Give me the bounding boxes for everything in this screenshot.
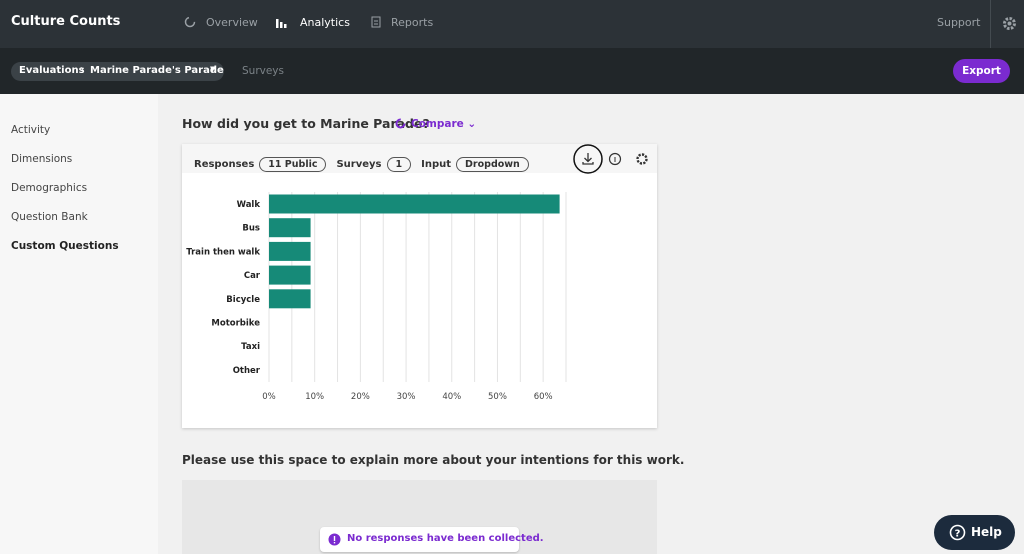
settings-icon[interactable]	[1002, 16, 1017, 31]
sidebar-item[interactable]: Question Bank	[11, 211, 88, 223]
tab-surveys[interactable]: Surveys	[242, 65, 284, 77]
compare-icon	[395, 118, 406, 129]
sidebar	[0, 94, 158, 554]
analytics-icon	[276, 19, 287, 28]
bar	[269, 241, 311, 261]
sidebar-item[interactable]: Custom Questions	[11, 240, 119, 252]
x-tick-label: 30%	[397, 392, 416, 402]
compare-button[interactable]: Compare ⌄	[411, 118, 477, 130]
filter-value[interactable]: 1	[386, 157, 412, 172]
y-tick-label: Bicycle	[226, 295, 260, 305]
svg-text:?: ?	[955, 529, 961, 540]
y-tick-label: Motorbike	[211, 319, 260, 329]
chart: 0% 10% 20% 30% 40% 50% 60% Walk Bus Train then wa…	[186, 192, 567, 402]
bar	[269, 218, 311, 238]
x-tick-label: 50%	[488, 392, 507, 402]
nav-analytics[interactable]: Analytics	[300, 16, 350, 29]
x-tick-label: 10%	[305, 392, 324, 402]
filters: Responses 11 Public Surveys 1 Input Dropdown	[194, 152, 539, 172]
y-tick-label: Other	[233, 366, 261, 376]
sub-bar: Evaluations › Marine Parade's Parade ▼ S…	[0, 48, 1024, 94]
help-label[interactable]: Help	[971, 525, 1002, 539]
notice-icon	[328, 533, 341, 546]
settings-icon[interactable]	[636, 153, 648, 165]
chart-card: Responses 11 Public Surveys 1 Input Dropdown …	[182, 144, 657, 428]
bar	[269, 289, 311, 309]
filter-label: Input	[421, 159, 452, 170]
dropdown-caret: ▼	[210, 65, 216, 73]
x-tick-label: 60%	[534, 392, 553, 402]
breadcrumb[interactable]: Evaluations › Marine Parade's Parade ▼	[11, 62, 224, 81]
brand[interactable]: Culture Counts	[11, 14, 121, 29]
download-highlight	[573, 144, 603, 174]
top-bar: Culture Counts Overview Analytics Report…	[0, 0, 1024, 48]
filter-value[interactable]: Dropdown	[456, 157, 529, 172]
breadcrumb-current[interactable]: Marine Parade's Parade	[90, 65, 224, 76]
overview-icon	[184, 16, 196, 28]
breadcrumb-root[interactable]: Evaluations	[19, 65, 85, 76]
compare-label[interactable]: Compare	[411, 118, 464, 130]
x-tick-label: 20%	[351, 392, 370, 402]
sidebar-item[interactable]: Demographics	[11, 182, 88, 194]
help-icon: ?	[949, 524, 966, 541]
nav-overview[interactable]: Overview	[206, 16, 258, 29]
sidebar-item[interactable]: Activity	[11, 124, 51, 136]
y-tick-label: Train then walk	[186, 247, 260, 257]
y-tick-label: Car	[244, 271, 261, 281]
sidebar-item[interactable]: Dimensions	[11, 153, 73, 165]
question-title: Please use this space to explain more ab…	[182, 453, 685, 467]
question-title: How did you get to Marine Parade?	[182, 116, 430, 131]
x-tick-label: 40%	[442, 392, 461, 402]
help-button[interactable]: ? Help	[934, 515, 1015, 550]
separator: ›	[80, 64, 84, 75]
reports-icon	[371, 16, 381, 28]
divider	[990, 0, 991, 48]
bar	[269, 194, 560, 214]
support-link[interactable]: Support	[937, 16, 981, 29]
export-button[interactable]: Export	[953, 59, 1010, 83]
y-tick-label: Taxi	[241, 342, 260, 352]
y-tick-label: Bus	[242, 224, 260, 234]
filter-value[interactable]: 11 Public	[259, 157, 327, 172]
x-tick-label: 0%	[262, 392, 276, 402]
download-icon[interactable]	[582, 153, 594, 165]
empty-message: No responses have been collected.	[347, 533, 544, 544]
bar	[269, 265, 311, 285]
info-icon[interactable]	[608, 152, 622, 166]
y-tick-label: Walk	[237, 200, 261, 210]
filter-label: Responses	[194, 159, 255, 170]
filter-label: Surveys	[336, 159, 382, 170]
empty-notice: No responses have been collected.	[320, 527, 544, 552]
toolbar-icons	[573, 144, 648, 174]
nav-reports[interactable]: Reports	[391, 16, 434, 29]
